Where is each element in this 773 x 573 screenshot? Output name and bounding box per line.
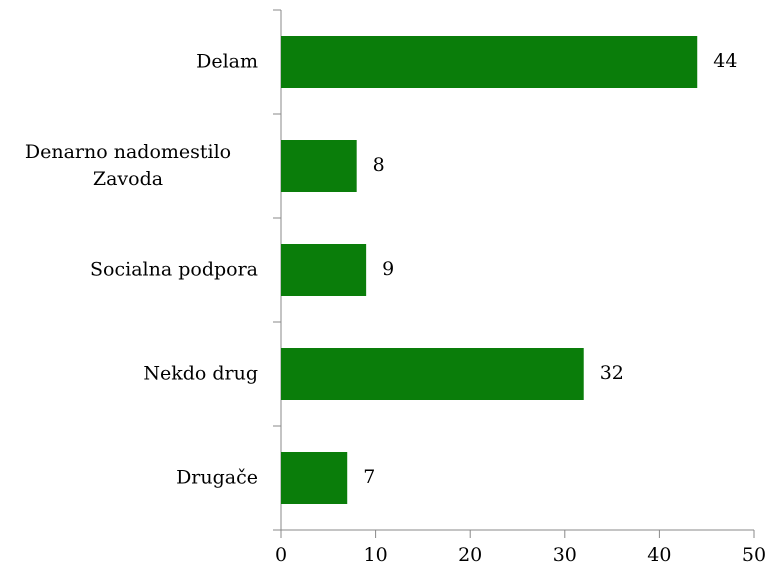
y-tick-label: Delam xyxy=(196,50,258,73)
y-tick-label: Socialna podpora xyxy=(90,258,258,281)
y-tick-label: Drugače xyxy=(176,466,258,489)
bar xyxy=(281,36,698,88)
y-tick-label-box: Denarno nadomestilo Zavoda xyxy=(0,139,258,193)
y-tick-label: Denarno nadomestilo Zavoda xyxy=(24,141,232,190)
bar xyxy=(281,452,348,504)
data-label: 8 xyxy=(373,154,385,176)
bar xyxy=(281,348,584,400)
y-tick-label: Nekdo drug xyxy=(143,362,258,385)
bar xyxy=(281,140,357,192)
y-tick-label-box: Drugače xyxy=(0,465,258,492)
data-label: 7 xyxy=(363,466,375,488)
data-label: 9 xyxy=(382,258,394,280)
bar xyxy=(281,244,367,296)
data-label: 44 xyxy=(713,50,737,72)
x-tick-label: 0 xyxy=(275,544,287,566)
x-tick-label: 50 xyxy=(742,544,766,566)
x-tick-label: 40 xyxy=(647,544,671,566)
y-tick-label-box: Socialna podpora xyxy=(0,257,258,284)
x-tick-label: 10 xyxy=(364,544,388,566)
y-tick-label-box: Nekdo drug xyxy=(0,361,258,388)
data-label: 32 xyxy=(600,362,624,384)
x-tick-label: 20 xyxy=(458,544,482,566)
y-tick-label-box: Delam xyxy=(0,49,258,76)
x-tick-label: 30 xyxy=(553,544,577,566)
